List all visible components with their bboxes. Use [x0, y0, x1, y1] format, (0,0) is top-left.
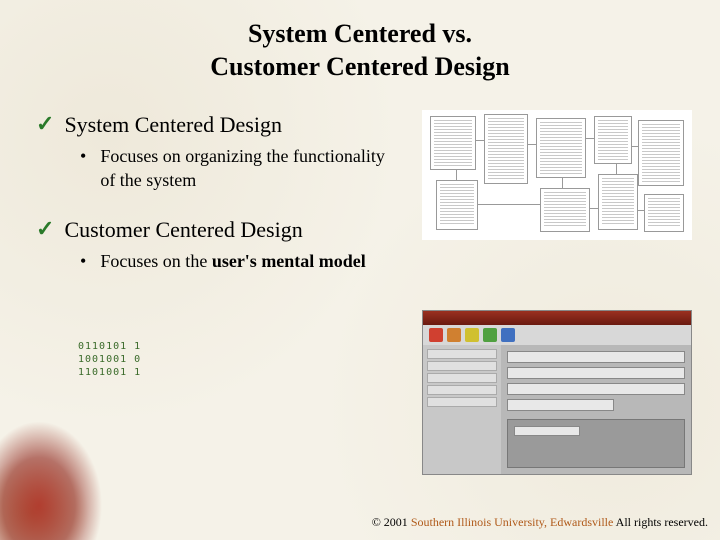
mock-field — [507, 351, 685, 363]
sub-bullet-1: • Focuses on organizing the functionalit… — [80, 144, 400, 193]
sub-1-prefix: Focuses on organizing the functionality … — [100, 146, 385, 190]
mock-toolbar-button — [447, 328, 461, 342]
mock-list-item — [427, 397, 497, 407]
diagram-box — [598, 174, 638, 230]
mock-list-item — [427, 373, 497, 383]
mock-field — [507, 367, 685, 379]
title-line-1: System Centered vs. — [248, 19, 472, 48]
diagram-connector — [456, 170, 457, 180]
mock-toolbar — [423, 325, 691, 345]
mock-field — [507, 383, 685, 395]
diagram-connector — [638, 210, 644, 211]
diagram-connector — [528, 144, 536, 145]
mock-main-panel — [501, 345, 691, 474]
diagram-box — [644, 194, 684, 232]
diagram-connector — [616, 164, 617, 174]
slide-container: System Centered vs. Customer Centered De… — [0, 0, 720, 540]
mock-list-item — [427, 349, 497, 359]
title-line-2: Customer Centered Design — [210, 52, 509, 81]
mock-toolbar-button — [501, 328, 515, 342]
mock-toolbar-button — [483, 328, 497, 342]
rights-text: All rights reserved. — [613, 515, 708, 529]
mock-sidebar — [423, 345, 501, 474]
mock-toolbar-button — [429, 328, 443, 342]
sub-bullet-2-text: Focuses on the user's mental model — [100, 249, 365, 273]
diagram-connector — [586, 138, 594, 139]
diagram-connector — [478, 204, 540, 205]
diagram-box — [536, 118, 586, 178]
mock-field — [507, 399, 614, 411]
bullet-dot-icon: • — [80, 249, 86, 274]
diagram-connector — [562, 178, 563, 188]
diagram-box — [638, 120, 684, 186]
checkmark-icon: ✓ — [36, 216, 54, 242]
footer-copyright: © 2001 Southern Illinois University, Edw… — [372, 515, 708, 530]
mock-list-item — [427, 361, 497, 371]
diagram-box — [484, 114, 528, 184]
sub-2-bold: user's mental model — [212, 251, 366, 271]
sub-2-prefix: Focuses on the — [100, 251, 212, 271]
mock-body — [423, 345, 691, 474]
checkmark-icon: ✓ — [36, 111, 54, 137]
bullet-1-text: System Centered Design — [64, 111, 282, 140]
figure-system-diagram — [422, 110, 692, 240]
mock-titlebar — [423, 311, 691, 325]
diagram-box — [594, 116, 632, 164]
mock-field — [514, 426, 580, 436]
sub-bullet-1-text: Focuses on organizing the functionality … — [100, 144, 400, 193]
bullet-2-text: Customer Centered Design — [64, 216, 302, 245]
mock-list-item — [427, 385, 497, 395]
diagram-box — [430, 116, 476, 170]
diagram-box — [540, 188, 590, 232]
diagram-connector — [476, 140, 484, 141]
sub-bullet-2: • Focuses on the user's mental model — [80, 249, 580, 274]
diagram-box — [436, 180, 478, 230]
bullet-dot-icon: • — [80, 144, 86, 169]
figure-customer-ui — [422, 310, 692, 475]
diagram-connector — [590, 208, 598, 209]
slide-title: System Centered vs. Customer Centered De… — [30, 18, 690, 83]
mock-toolbar-button — [465, 328, 479, 342]
institution-name: Southern Illinois University, Edwardsvil… — [411, 515, 614, 529]
copyright-symbol: © 2001 — [372, 515, 411, 529]
diagram-connector — [632, 146, 638, 147]
mock-lower-panel — [507, 419, 685, 468]
